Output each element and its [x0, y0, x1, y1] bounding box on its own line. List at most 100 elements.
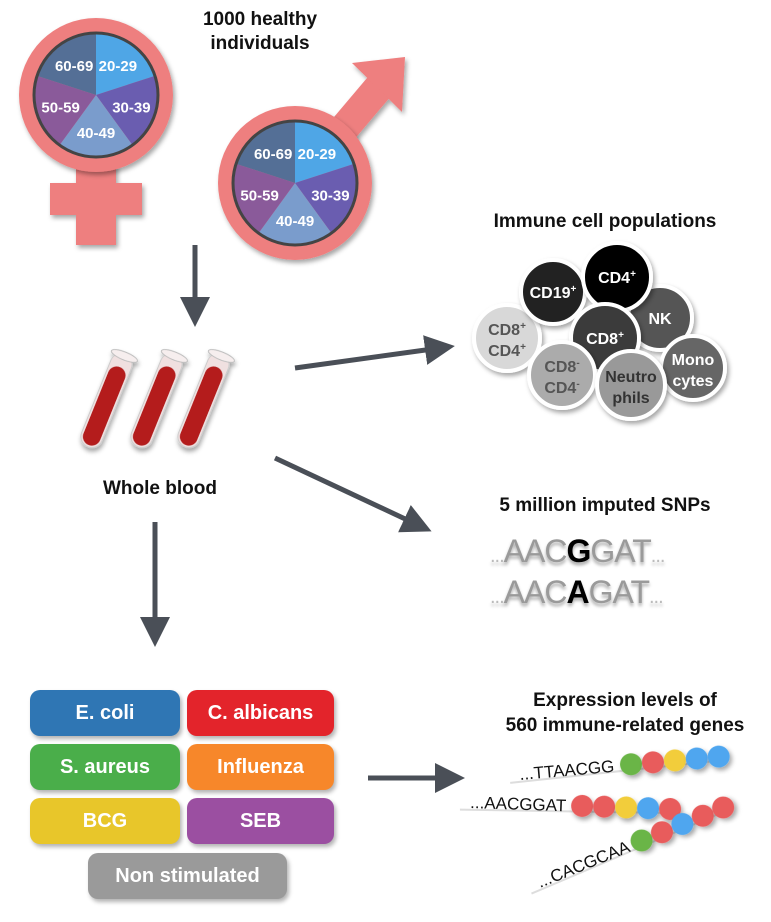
immune-cell: Mono cytes [659, 334, 727, 402]
pie-slice-20-29 [96, 33, 155, 95]
arrow-2 [273, 455, 432, 533]
male-arrowhead [352, 57, 405, 112]
snp-suffix: ... [648, 586, 664, 608]
tube-blood [132, 366, 176, 446]
immune-cell: CD4+ [581, 241, 653, 313]
pie-label: 30-39 [311, 187, 349, 204]
cohort-title: 1000 healthy individuals [175, 8, 345, 56]
cell-label-sup: - [576, 379, 579, 390]
pie-label: 50-59 [240, 187, 278, 204]
cell-label-sup: + [630, 269, 636, 280]
blood-tube-0 [80, 349, 139, 449]
tube-blood [179, 366, 223, 446]
male-age-pie: 20-29 30-39 40-49 50-59 60-69 [218, 106, 372, 260]
female-symbol [50, 160, 142, 245]
cell-label-sup: + [520, 342, 526, 353]
immune-cell: CD8- CD4- [527, 340, 597, 410]
whole-blood-label: Whole blood [103, 478, 217, 499]
immune-title: Immune cell populations [493, 211, 717, 232]
female-age-pie: 20-29 30-39 40-49 50-59 60-69 [19, 18, 173, 172]
expression-bead-blue [671, 812, 694, 835]
gene-sequence: ...AACGGAT [470, 793, 567, 815]
immune-cell: CD8+ CD4+ [472, 303, 542, 373]
expression-bead-yellow [663, 749, 686, 772]
cohort-title-line2: individuals [210, 33, 310, 54]
arrow-1 [294, 335, 455, 371]
pie-slice-60-69 [37, 33, 96, 95]
stimulus-s-aureus: S. aureus [30, 744, 180, 790]
expression-bead-blue [685, 747, 708, 770]
gene-row-0: ...TTAACGG [510, 745, 730, 784]
pie-slice-40-49 [258, 183, 332, 246]
immune-cell: Neutro phils [595, 349, 667, 421]
snp-row-2: ...AACAGAT... [490, 574, 664, 611]
expression-bead-yellow [615, 796, 638, 819]
pie-slice-50-59 [233, 163, 295, 234]
stimulus-non-stimulated: Non stimulated [88, 853, 287, 899]
expression-bead-red [571, 794, 594, 817]
snp-right: GAT [588, 574, 650, 610]
cell-label: CD19+ [530, 284, 577, 302]
blood-tube-2 [177, 349, 236, 449]
female-crossbar [50, 183, 142, 215]
pie-label: 20-29 [99, 58, 137, 75]
snp-right: GAT [590, 533, 651, 569]
stimulus-seb: SEB [187, 798, 334, 844]
pie-label: 60-69 [254, 146, 292, 163]
pie-label: 40-49 [77, 125, 115, 142]
expression-bead-red [691, 804, 714, 827]
snp-left: AAC [503, 574, 568, 610]
pie-label: 50-59 [41, 99, 79, 116]
expression-bead-red [650, 821, 673, 844]
tube-rim [160, 349, 189, 363]
snp-left: AAC [503, 533, 568, 569]
cell-label-sup: + [520, 321, 526, 332]
pie-label: 40-49 [276, 213, 314, 230]
cell-label-line1: CD8+ [488, 321, 526, 339]
stimulus-influenza: Influenza [187, 744, 334, 790]
stimulus-e-coli: E. coli [30, 690, 180, 736]
cell-label-line2: CD4+ [488, 342, 526, 360]
cell-label-line1: CD8- [544, 358, 579, 376]
stimulus-c-albicans: C. albicans [187, 690, 334, 736]
pie-label: 60-69 [55, 58, 93, 75]
cell-label-line2: cytes [673, 373, 714, 390]
expression-bead-red [641, 751, 664, 774]
expression-title-line2: 560 immune-related genes [505, 715, 745, 736]
snps-title: 5 million imputed SNPs [499, 495, 711, 516]
cell-circle [527, 340, 597, 410]
expression-bead-red [712, 796, 735, 819]
pie-outline [32, 31, 160, 159]
expression-bead-red [659, 797, 682, 820]
snp-suffix: ... [650, 545, 666, 567]
snp-row-1: ...AACGGAT... [490, 533, 666, 570]
gene-sequence: ...TTAACGG [519, 757, 615, 784]
gene-sequence: ...CACGCAA [534, 837, 633, 892]
pie-slice-30-39 [96, 75, 158, 146]
expression-bead-green [620, 753, 643, 776]
expression-title: Expression levels of 560 immune-related … [480, 688, 770, 738]
cell-label-line2: CD4- [544, 379, 579, 397]
stimulus-bcg: BCG [30, 798, 180, 844]
tube-blood [82, 366, 126, 446]
cell-circle [472, 303, 542, 373]
cell-label-sup: + [618, 330, 624, 341]
cell-label: CD8+ [586, 330, 624, 348]
cell-label: CD4+ [598, 269, 636, 287]
expression-title-line1: Expression levels of [533, 690, 717, 711]
expression-bead-blue [637, 797, 660, 820]
pie-slice-20-29 [295, 121, 354, 183]
expression-bead-green [630, 829, 653, 852]
snp-variant: G [566, 533, 591, 569]
snp-variant: A [566, 574, 589, 610]
expression-bead-red [593, 795, 616, 818]
snp-prefix: ... [490, 545, 505, 567]
cell-label-sup: + [571, 284, 577, 295]
cohort-title-line1: 1000 healthy [202, 9, 318, 30]
pie-slice-40-49 [59, 95, 133, 158]
snp-prefix: ... [490, 586, 505, 608]
cell-label-line1: Mono [672, 352, 715, 369]
cell-label-line2: phils [612, 390, 649, 407]
immune-cell: CD19+ [519, 258, 587, 326]
gene-row-1: ...AACGGAT [459, 793, 682, 820]
